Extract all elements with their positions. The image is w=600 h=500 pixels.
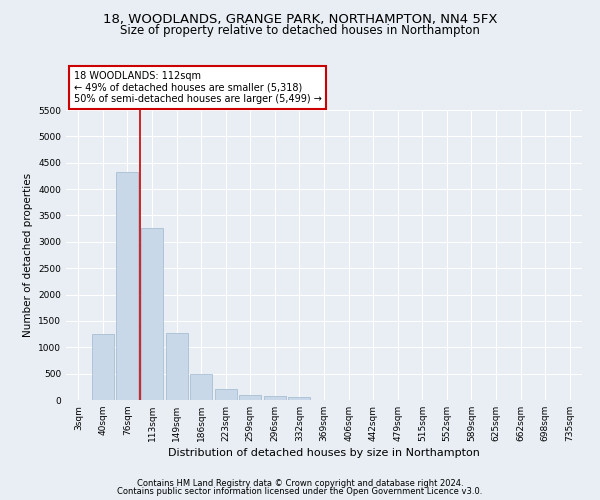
X-axis label: Distribution of detached houses by size in Northampton: Distribution of detached houses by size … (168, 448, 480, 458)
Bar (166, 332, 188, 400)
Text: Contains public sector information licensed under the Open Government Licence v3: Contains public sector information licen… (118, 487, 482, 496)
Bar (239, 394, 262, 400)
Bar (289, 398, 310, 400)
Bar (141, 228, 163, 400)
Bar (190, 374, 212, 400)
Bar (92, 334, 114, 400)
Text: 18, WOODLANDS, GRANGE PARK, NORTHAMPTON, NN4 5FX: 18, WOODLANDS, GRANGE PARK, NORTHAMPTON,… (103, 12, 497, 26)
Y-axis label: Number of detached properties: Number of detached properties (23, 173, 32, 337)
Text: Size of property relative to detached houses in Northampton: Size of property relative to detached ho… (120, 24, 480, 37)
Text: 18 WOODLANDS: 112sqm
← 49% of detached houses are smaller (5,318)
50% of semi-de: 18 WOODLANDS: 112sqm ← 49% of detached h… (74, 71, 322, 104)
Text: Contains HM Land Registry data © Crown copyright and database right 2024.: Contains HM Land Registry data © Crown c… (137, 478, 463, 488)
Bar (264, 396, 286, 400)
Bar (215, 390, 237, 400)
Bar (116, 172, 139, 400)
